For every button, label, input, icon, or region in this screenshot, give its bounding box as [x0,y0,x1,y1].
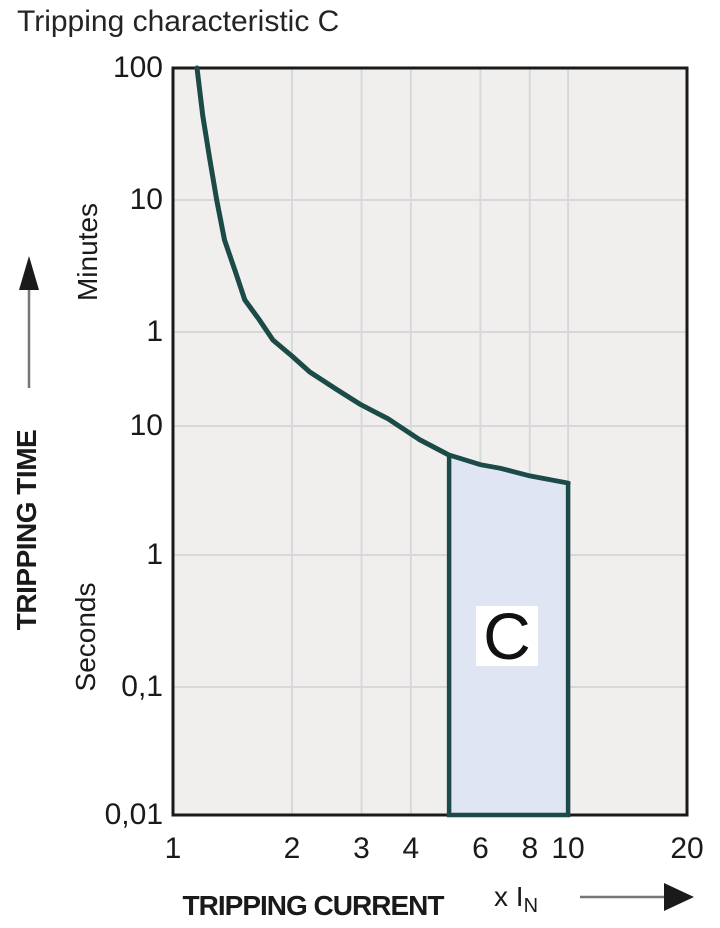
plot-background [173,68,687,815]
right-arrow-head-icon [664,883,694,911]
x-axis-unit-prefix: x I [494,881,524,912]
chart-title: Tripping characteristic C [17,5,340,38]
x-axis-unit: x IN [494,881,538,918]
x-axis-unit-subscript: N [523,895,539,917]
y-axis-unit-minutes: Minutes [72,202,103,302]
region-c-label: C [483,599,531,673]
up-arrow-head-icon [19,256,39,290]
plot-frame [171,66,689,817]
y-axis-unit-seconds: Seconds [70,582,101,692]
plot-area-group [171,65,689,818]
y-axis-title: TRIPPING TIME [11,429,42,631]
x-axis-title: TRIPPING CURRENT [182,890,445,921]
region-c-patch: C [476,599,538,673]
